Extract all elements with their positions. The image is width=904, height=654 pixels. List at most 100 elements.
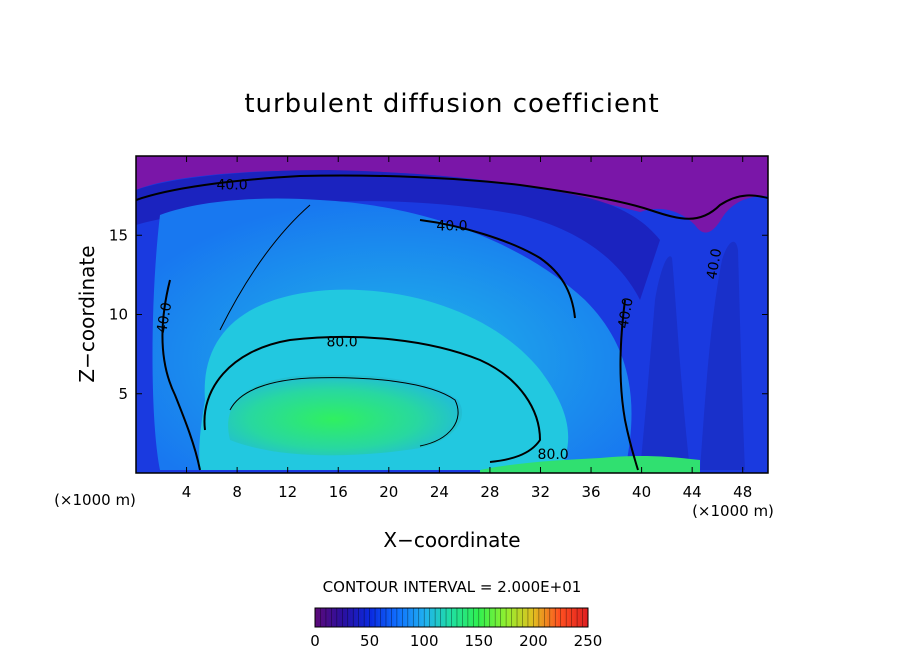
- x-tick-label: 32: [531, 483, 550, 501]
- colorbar-cell: [574, 608, 578, 627]
- colorbar-cell: [549, 608, 554, 627]
- colorbar-cell: [350, 608, 354, 627]
- colorbar-cell: [484, 608, 488, 627]
- contour-80: [203, 335, 542, 463]
- colorbar-cell: [369, 608, 373, 627]
- colorbar-cell: [396, 608, 401, 627]
- x-tick-label: 48: [733, 483, 752, 501]
- colorbar-cell: [399, 608, 403, 627]
- colorbar-cell: [544, 608, 548, 627]
- chart-title: turbulent diffusion coefficient: [244, 89, 659, 119]
- x-tick-label: 20: [379, 483, 398, 501]
- x-tick-label: 16: [329, 483, 348, 501]
- x-tick-label: 24: [430, 483, 449, 501]
- colorbar-cell: [342, 608, 346, 627]
- colorbar-cell: [456, 608, 461, 627]
- colorbar-cell: [416, 608, 420, 627]
- colorbar-cell: [489, 608, 493, 627]
- colorbar-cell: [383, 608, 387, 627]
- colorbar-cell: [525, 608, 529, 627]
- colorbar-cell: [405, 608, 409, 627]
- x-tick-label: 8: [232, 483, 242, 501]
- colorbar-cell: [473, 608, 477, 627]
- colorbar-cell: [388, 608, 392, 627]
- field-core-region: [228, 374, 463, 456]
- colorbar-cell: [315, 608, 319, 627]
- colorbar-tick-label: 0: [310, 632, 320, 650]
- colorbar-cell: [336, 608, 341, 627]
- colorbar-cell: [372, 608, 376, 627]
- contour-label: 40.0: [154, 301, 175, 334]
- colorbar-cell: [353, 608, 357, 627]
- colorbar-cell: [519, 608, 523, 627]
- contour-label: 80.0: [326, 334, 357, 350]
- colorbar-cell: [506, 608, 510, 627]
- colorbar-cell: [454, 608, 458, 627]
- colorbar-cell: [571, 608, 575, 627]
- colorbar-cell: [432, 608, 436, 627]
- colorbar-cell: [426, 608, 431, 627]
- colorbar-cell: [448, 608, 452, 627]
- colorbar-cell: [435, 608, 439, 627]
- colorbar-cell: [538, 608, 543, 627]
- colorbar-cell: [437, 608, 442, 627]
- colorbar-cell: [410, 608, 414, 627]
- x-axis-title: X−coordinate: [383, 528, 520, 552]
- colorbar-cell: [514, 608, 518, 627]
- y-tick-label: 5: [118, 385, 128, 403]
- x-tick-label: 40: [632, 483, 651, 501]
- colorbar-cell: [446, 608, 450, 627]
- colorbar-cell: [366, 608, 371, 627]
- y-tick-label: 15: [109, 226, 128, 244]
- contour-label: 40.0: [704, 247, 725, 280]
- contour-label: 40.0: [616, 296, 637, 329]
- colorbar-cell: [500, 608, 504, 627]
- colorbar-cell: [413, 608, 417, 627]
- contour-40-mid: [619, 299, 639, 471]
- x-tick-label: 28: [480, 483, 499, 501]
- colorbar-cell: [467, 608, 472, 627]
- colorbar-cell: [391, 608, 395, 627]
- contour-thin-arm: [219, 204, 311, 331]
- colorbar-cell: [552, 608, 556, 627]
- colorbar-cell: [424, 608, 428, 627]
- colorbar-cell: [492, 608, 496, 627]
- contour-label: 80.0: [538, 447, 569, 463]
- colorbar-cell: [394, 608, 398, 627]
- colorbar-cell: [585, 608, 589, 627]
- colorbar-cell: [418, 608, 422, 627]
- colorbar-tick-label: 50: [360, 632, 379, 650]
- colorbar-cell: [503, 608, 507, 627]
- colorbar-labels: 0 50 100 150 200 250: [310, 632, 602, 650]
- x-tick-label: 44: [683, 483, 702, 501]
- colorbar-cell: [345, 608, 349, 627]
- colorbar-cell: [497, 608, 502, 627]
- colorbar-cell: [331, 608, 335, 627]
- field-upper-layer: [136, 156, 768, 233]
- colorbar-cell: [377, 608, 382, 627]
- colorbar-cell: [385, 608, 390, 627]
- colorbar-cell: [380, 608, 384, 627]
- colorbar-tick-label: 150: [464, 632, 493, 650]
- colorbar-cell: [459, 608, 463, 627]
- colorbar-cell: [421, 608, 425, 627]
- y-axis: 5 10 15: [109, 226, 768, 403]
- colorbar-cell: [566, 608, 570, 627]
- colorbar-cell: [522, 608, 526, 627]
- colorbar-cell: [555, 608, 559, 627]
- colorbar-tick-label: 100: [410, 632, 439, 650]
- colorbar-cell: [527, 608, 532, 627]
- contour-40-top: [136, 174, 768, 220]
- colorbar-tick-label: 250: [574, 632, 603, 650]
- contour-label: 40.0: [436, 219, 467, 235]
- colorbar-frame: [314, 607, 589, 628]
- colorbar-cell: [541, 608, 545, 627]
- contour-label: 40.0: [216, 178, 247, 194]
- colorbar-cell: [462, 608, 466, 627]
- plot-area: [136, 156, 768, 473]
- colorbar-cell: [508, 608, 513, 627]
- contour-labels: 40.0 40.0 40.0 40.0 40.0 80.0 80.0: [154, 178, 725, 463]
- colorbar-cell: [407, 608, 412, 627]
- colorbar-cell: [481, 608, 485, 627]
